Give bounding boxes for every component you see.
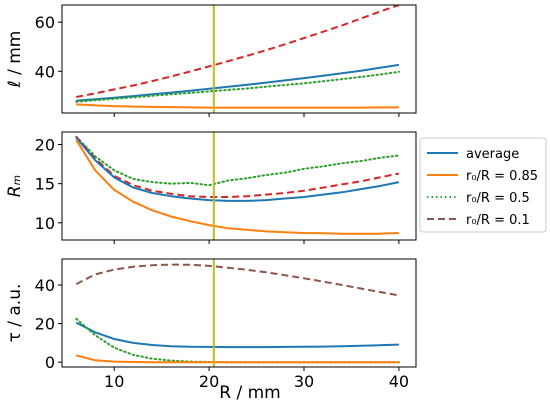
plot-area — [75, 263, 400, 364]
y-tick-label: 40 — [35, 62, 55, 81]
x-tick-label: 20 — [199, 372, 219, 391]
legend-label: r₀/R = 0.1 — [466, 213, 530, 228]
y-axis-label: τ / a.u. — [5, 284, 25, 343]
series-line-0 — [75, 263, 400, 297]
y-tick-label: 20 — [35, 315, 55, 334]
y-tick-label: 40 — [35, 276, 55, 295]
panel-middle: 10 15 20 Rₘ — [5, 131, 417, 244]
series-line-2 — [75, 136, 400, 202]
x-axis-label: R / mm — [219, 383, 280, 403]
series-line-1 — [75, 136, 400, 198]
legend-items: average r₀/R = 0.85 r₀/R = 0.5 r₀/R = 0.1 — [427, 147, 538, 228]
legend: average r₀/R = 0.85 r₀/R = 0.5 r₀/R = 0.1 — [419, 137, 547, 233]
y-tick-label: 15 — [35, 175, 55, 194]
series-line-3 — [76, 103, 399, 109]
axes-frame — [61, 4, 417, 114]
legend-frame — [419, 137, 547, 233]
y-axis-label: ℓ / mm — [5, 31, 25, 89]
panel-top: 40 60 ℓ / mm — [5, 4, 417, 117]
y-tick-label: 0 — [45, 353, 55, 372]
plot-area — [75, 5, 400, 109]
panels: 40 60 ℓ / mm 10 15 20 Rₘ 0 20 40 10 20 30 40 τ / a.u. — [5, 4, 417, 391]
x-tick-label: 10 — [104, 372, 124, 391]
x-tick-label: 30 — [294, 372, 314, 391]
y-axis-label: Rₘ — [5, 175, 25, 197]
x-tick-label: 40 — [389, 372, 409, 391]
y-tick-label: 10 — [35, 214, 55, 233]
series-line-1 — [76, 63, 400, 102]
panel-bottom: 0 20 40 10 20 30 40 τ / a.u. — [5, 258, 417, 391]
legend-label: r₀/R = 0.5 — [466, 191, 530, 206]
legend-label: average — [466, 147, 519, 162]
series-line-0 — [75, 135, 400, 187]
series-line-3 — [75, 139, 399, 235]
y-tick-label: 20 — [35, 136, 55, 155]
plot-area — [75, 135, 400, 235]
axes-frame — [61, 258, 417, 368]
legend-label: r₀/R = 0.85 — [466, 169, 538, 184]
series-line-0 — [76, 5, 400, 98]
series-line-2 — [75, 70, 400, 103]
axes-frame — [61, 131, 417, 241]
series-line-1 — [75, 321, 399, 349]
series-line-3 — [75, 354, 399, 364]
y-tick-label: 60 — [35, 13, 55, 32]
